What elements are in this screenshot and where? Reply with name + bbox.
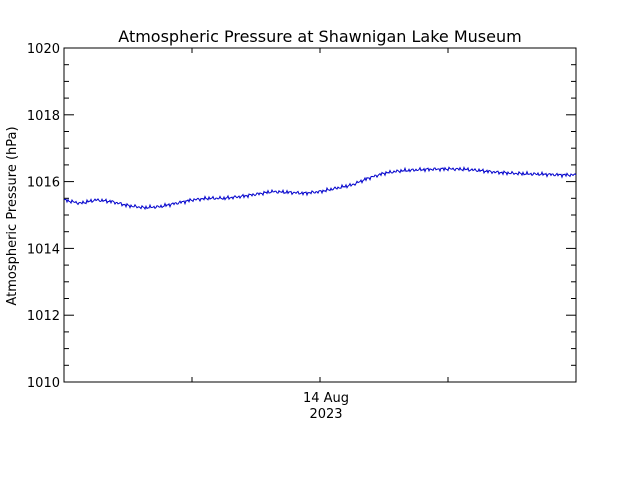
y-tick-label: 1010 [27, 376, 60, 391]
chart-title: Atmospheric Pressure at Shawnigan Lake M… [118, 27, 521, 46]
pressure-series-line [63, 165, 577, 211]
y-tick-label: 1018 [27, 109, 60, 124]
y-tick-label: 1014 [27, 242, 60, 257]
y-axis-ticks: 1010 1012 1014 1016 1018 1020 [27, 42, 576, 391]
y-axis-label: Atmospheric Pressure (hPa) [5, 126, 20, 305]
x-tick-label-date: 14 Aug [303, 391, 349, 406]
x-axis-ticks [191, 48, 449, 382]
y-tick-label: 1012 [27, 309, 60, 324]
y-tick-label: 1016 [27, 176, 60, 191]
y-tick-label: 1020 [27, 42, 60, 57]
plot-frame [63, 47, 577, 383]
plot-border [63, 47, 577, 383]
x-tick-label-year: 2023 [309, 407, 342, 422]
